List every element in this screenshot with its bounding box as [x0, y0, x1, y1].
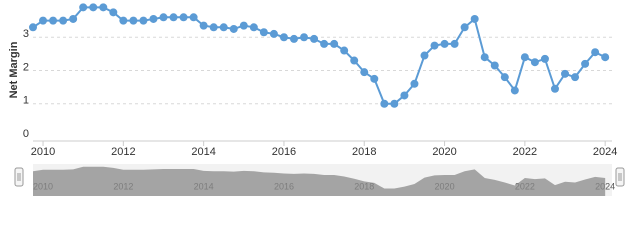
navigator-handle-right[interactable]: [615, 167, 625, 187]
line: [32, 6, 606, 105]
point: [480, 53, 489, 62]
point: [29, 23, 37, 32]
point: [79, 3, 88, 12]
point: [69, 14, 78, 23]
point: [300, 33, 309, 42]
point: [380, 99, 389, 108]
point: [390, 99, 399, 108]
point: [109, 8, 118, 17]
point: [39, 16, 48, 25]
point: [289, 34, 298, 43]
y-tick-label: 3: [23, 28, 29, 40]
point: [470, 14, 479, 23]
point: [510, 86, 519, 95]
point: [169, 13, 178, 22]
point: [320, 39, 329, 48]
point: [239, 21, 248, 30]
x-tick-label: 2022: [513, 146, 537, 158]
point: [540, 54, 549, 63]
point: [209, 23, 218, 32]
navigator-area: [33, 166, 606, 196]
point: [199, 21, 208, 30]
point: [550, 84, 559, 93]
point: [370, 74, 379, 83]
point: [360, 68, 369, 77]
point: [520, 53, 529, 62]
x-tick-label: 2020: [432, 146, 456, 158]
point: [49, 16, 58, 25]
point: [410, 79, 419, 88]
point: [229, 24, 238, 33]
point: [159, 13, 168, 22]
point: [279, 33, 288, 42]
plot-area: 0 1 2 3 2010 2012 2014 2016 2018 2020 2022 2024: [23, 3, 617, 158]
point: [119, 16, 128, 25]
point: [490, 61, 499, 70]
point: [99, 3, 108, 12]
point: [149, 14, 158, 23]
point: [561, 69, 570, 78]
point: [179, 13, 188, 22]
y-tick-label: 2: [23, 61, 29, 73]
point: [340, 46, 349, 55]
x-tick-label: 2010: [31, 146, 55, 158]
x-tick-label: 2016: [272, 146, 296, 158]
point: [530, 58, 539, 67]
point: [440, 39, 449, 48]
point: [500, 73, 509, 82]
x-tick-label: 2012: [111, 146, 135, 158]
point: [269, 29, 278, 38]
point: [259, 28, 268, 37]
point: [310, 34, 319, 43]
point: [400, 91, 409, 100]
point: [189, 13, 198, 22]
point: [571, 73, 580, 82]
point: [420, 51, 429, 60]
point: [59, 16, 68, 25]
navigator-handle-left[interactable]: [14, 167, 24, 187]
point: [139, 16, 148, 25]
point: [430, 41, 439, 50]
point: [460, 23, 469, 32]
point: [219, 23, 228, 32]
x-tick-label: 2018: [352, 146, 376, 158]
x-tick-label: 2024: [593, 146, 617, 158]
point: [249, 23, 258, 32]
x-tick-label: 2014: [191, 146, 215, 158]
point: [129, 16, 138, 25]
point: [450, 39, 459, 48]
point: [350, 56, 359, 65]
point: [601, 53, 610, 62]
y-tick-label: 1: [23, 95, 29, 107]
point: [591, 48, 600, 57]
point: [89, 3, 98, 12]
y-axis-label: Net Margin: [8, 41, 20, 98]
point: [581, 59, 590, 68]
point: [330, 39, 339, 48]
y-tick-label: 0: [23, 128, 29, 140]
